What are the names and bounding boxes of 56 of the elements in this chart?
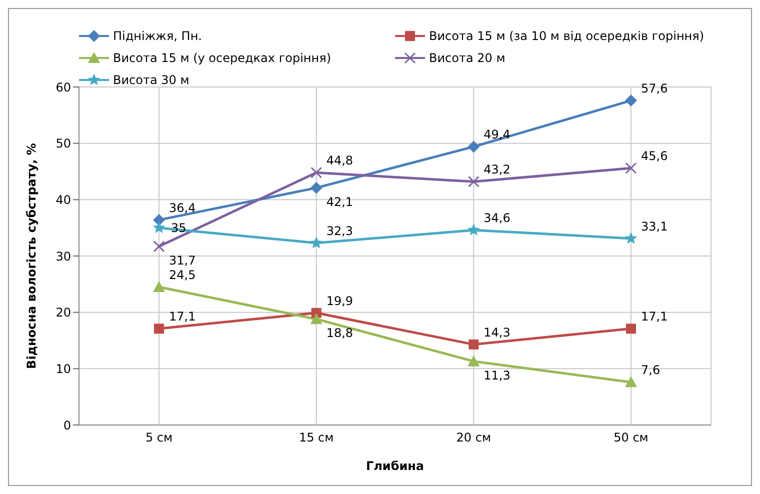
data-label: 17,1 [641,310,668,324]
data-label: 17,1 [169,310,196,324]
point [625,376,637,388]
x-tick-label: 20 см [456,430,492,445]
data-label: 32,3 [326,224,354,238]
legend-label: Висота 15 м (за 10 м від осередків горіння) [429,29,704,43]
x-axis-title: Глибина [366,459,424,473]
point [625,94,637,107]
data-label: 42,1 [326,194,354,209]
point [468,339,479,350]
point [310,182,322,194]
legend-label: Висота 20 м [429,51,506,65]
point [624,232,638,244]
point [310,236,323,248]
y-axis-title: Відносна вологість субстрату, % [24,143,38,369]
point [626,324,636,334]
point [625,162,637,174]
data-label: 34,6 [484,211,510,226]
data-label: 44,8 [326,154,354,168]
y-tick-label: 10 [56,362,71,376]
x-tick-label: 5 см [145,430,173,445]
data-label: 36,4 [169,200,196,215]
point [153,240,165,252]
legend-label: Висота 30 м [113,73,190,87]
point [310,166,322,178]
y-tick-label: 50 [56,136,71,151]
data-label: 11,3 [484,368,510,382]
data-label: 43,2 [484,162,510,177]
data-label: 14,3 [484,325,510,340]
point [468,176,480,188]
data-label: 57,6 [641,82,668,96]
point [153,280,165,292]
data-label: 19,9 [326,294,354,308]
y-tick-label: 30 [56,249,71,264]
data-label: 31,7 [169,253,196,268]
x-tick-label: 50 см [614,430,648,445]
point [468,355,480,366]
y-tick-label: 40 [56,192,71,207]
point [310,313,322,324]
legend-label: Підніжжя, Пн. [113,29,202,43]
data-label: 18,8 [326,326,354,340]
data-label: 7,6 [641,363,660,378]
y-tick-label: 0 [63,418,71,432]
point [468,140,480,153]
x-tick-label: 15 см [298,430,334,445]
data-label: 24,5 [169,268,196,282]
data-label: 33,1 [641,220,668,234]
y-tick-label: 60 [56,80,71,94]
legend-label: Висота 15 м (у осередках горіння) [113,51,332,65]
point [153,214,165,226]
data-label: 49,4 [484,128,510,142]
data-label: 45,6 [641,149,668,164]
point [152,221,166,234]
y-tick-label: 20 [56,306,71,320]
point [154,324,164,334]
point [467,224,480,236]
